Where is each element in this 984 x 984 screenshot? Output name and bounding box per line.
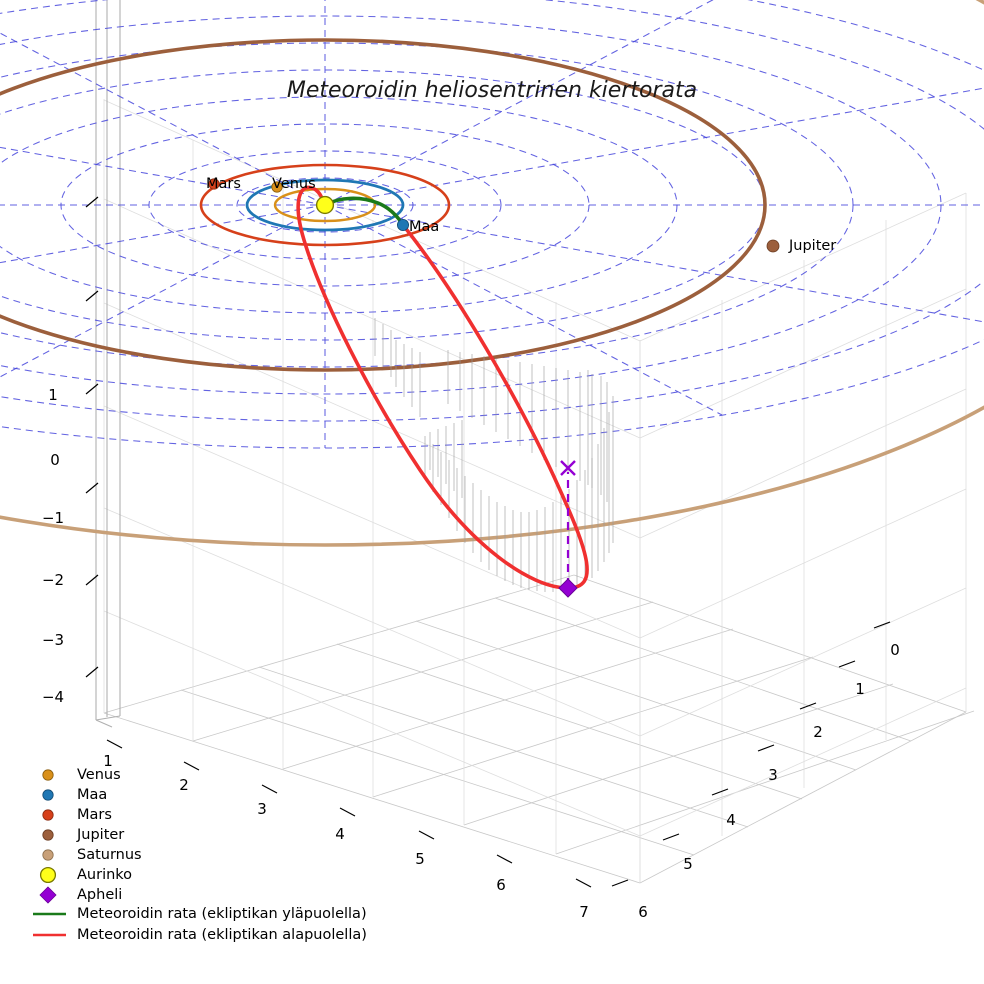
marker-mars [208, 178, 220, 190]
meteoroid-orbit-above-ecliptic [323, 196, 405, 227]
legend-item-orbit-above[interactable]: Meteoroidin rata (ekliptikan yläpuolella… [33, 906, 367, 922]
y-tick-label-3: 3 [768, 766, 778, 784]
x-tick-label-5: 6 [496, 876, 506, 894]
legend-label-mars: Mars [77, 807, 112, 823]
legend-label-orbit-above: Meteoroidin rata (ekliptikan yläpuolella… [77, 906, 367, 922]
marker-venus [271, 181, 283, 193]
marker-aurinko [315, 195, 335, 215]
orbit-ring-mars [199, 163, 451, 247]
legend-marker-venus-icon [42, 769, 54, 781]
y-tick-label-0: 0 [890, 641, 900, 659]
ecliptic-plane-grid [0, 0, 984, 449]
y-tick-label-2: 2 [813, 723, 823, 741]
planet-markers [208, 178, 780, 253]
planet-orbit-rings [0, 0, 984, 547]
legend-marker-aurinko-icon [39, 866, 57, 884]
legend-item-apheli[interactable]: Apheli [39, 886, 122, 904]
plot-label-jupiter: Jupiter [788, 238, 836, 254]
legend-marker-jupiter-icon [42, 829, 54, 841]
meteoroid-orbit-below-ecliptic [296, 185, 589, 590]
y-axis-ticks: 0 1 2 3 4 5 6 [611, 621, 900, 921]
z-tick-label-4: −3 [42, 631, 64, 649]
z-tick-label-2: −1 [42, 509, 64, 527]
plot-label-maa: Maa [409, 219, 439, 235]
x-tick-label-3: 4 [335, 825, 345, 843]
orbit-ring-maa [245, 178, 405, 232]
z-tick-label-3: −2 [42, 571, 64, 589]
legend-label-aurinko: Aurinko [77, 867, 132, 883]
legend-item-saturnus[interactable]: Saturnus [42, 847, 142, 863]
legend: Venus Maa Mars Jupiter Saturnus [33, 767, 367, 943]
aphelion-diamond-marker [558, 578, 578, 598]
y-tick-label-5: 5 [683, 855, 693, 873]
right-pane-grid [639, 192, 967, 883]
legend-label-apheli: Apheli [77, 887, 122, 903]
legend-label-saturnus: Saturnus [77, 847, 142, 863]
orbit-ring-venus [273, 187, 377, 223]
legend-marker-saturnus-icon [42, 849, 54, 861]
z-axis-ticks: 1 0 −1 −2 −3 −4 [42, 196, 99, 706]
orbit-ring-jupiter [0, 38, 767, 372]
legend-label-orbit-below: Meteoroidin rata (ekliptikan alapuolella… [77, 927, 367, 943]
legend-item-venus[interactable]: Venus [42, 767, 121, 783]
page-title: Meteoroidin heliosentrinen kiertorata [287, 78, 697, 103]
orbit-ring-saturnus [0, 0, 984, 547]
legend-item-jupiter[interactable]: Jupiter [42, 827, 125, 843]
aphelion-projection-cross-icon [560, 460, 576, 476]
legend-item-mars[interactable]: Mars [42, 807, 112, 823]
y-tick-label-1: 1 [855, 680, 865, 698]
legend-marker-apheli-diamond-icon [39, 886, 57, 904]
marker-jupiter [766, 239, 780, 253]
marker-maa [396, 218, 409, 231]
x-tick-label-0: 1 [103, 752, 113, 770]
z-tick-label-5: −4 [42, 688, 64, 706]
legend-item-maa[interactable]: Maa [42, 787, 107, 803]
x-tick-label-1: 2 [179, 776, 189, 794]
legend-item-aurinko[interactable]: Aurinko [39, 866, 133, 884]
legend-label-jupiter: Jupiter [76, 827, 124, 843]
aphelion-group [558, 460, 578, 598]
z-axis-spine [95, 0, 121, 728]
x-tick-label-6: 7 [579, 903, 589, 921]
legend-label-venus: Venus [77, 767, 121, 783]
z-tick-label-0: 1 [48, 386, 58, 404]
plot-label-mars: Mars [206, 176, 241, 192]
legend-item-orbit-below[interactable]: Meteoroidin rata (ekliptikan alapuolella… [33, 927, 367, 943]
x-tick-label-2: 3 [257, 800, 267, 818]
x-axis-ticks: 1 2 3 4 5 6 7 [103, 739, 592, 921]
x-tick-label-4: 5 [415, 850, 425, 868]
legend-marker-maa-icon [42, 789, 54, 801]
legend-marker-mars-icon [42, 809, 54, 821]
floor-pane-grid [103, 574, 975, 884]
z-tick-label-1: 0 [50, 451, 60, 469]
legend-label-maa: Maa [77, 787, 107, 803]
y-tick-label-6: 6 [638, 903, 648, 921]
y-tick-label-4: 4 [726, 811, 736, 829]
plot-label-venus: Venus [272, 176, 316, 192]
